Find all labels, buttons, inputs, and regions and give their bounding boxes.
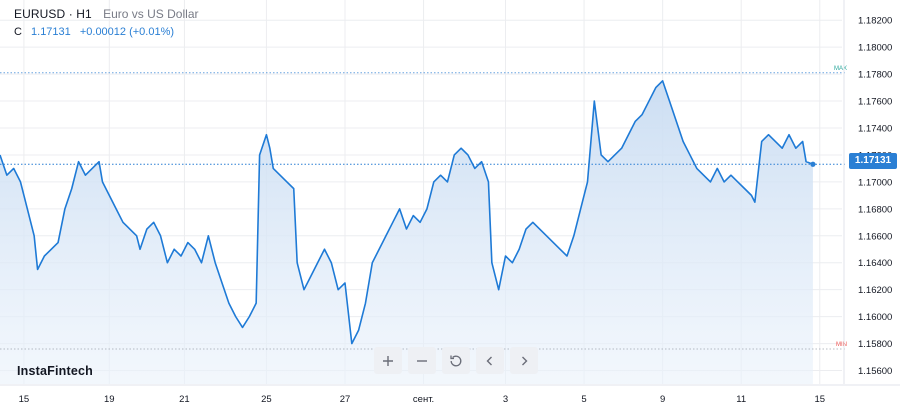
symbol-description: Euro vs US Dollar	[103, 7, 199, 21]
x-tick-label: 19	[104, 394, 115, 405]
scroll-right-button[interactable]	[510, 347, 538, 374]
zoom-in-button[interactable]	[374, 347, 402, 374]
max-label: MAX	[834, 66, 847, 72]
x-tick-label: 5	[581, 394, 586, 405]
change-value: +0.00012 (+0.01%)	[79, 26, 175, 38]
y-tick-label: 1.16600	[858, 231, 892, 242]
price-line-group	[0, 80, 814, 345]
x-tick-label: 27	[340, 394, 351, 405]
chart-toolbar	[374, 347, 538, 374]
last-price-dot	[810, 161, 816, 167]
x-tick-label: 15	[19, 394, 30, 405]
y-tick-label: 1.17800	[858, 70, 892, 81]
ohlc-legend: C 1.17131 +0.00012 (+0.01%)	[14, 26, 174, 38]
y-tick-label: 1.15600	[858, 366, 892, 377]
y-tick-label: 1.17000	[858, 177, 892, 188]
x-tick-label: сент.	[413, 394, 434, 405]
x-tick-label: 11	[736, 394, 746, 405]
x-tick-label: 21	[179, 394, 190, 405]
chart-header: EURUSD · H1 Euro vs US Dollar	[14, 7, 199, 21]
plus-icon	[383, 355, 393, 366]
price-axis[interactable]: 1.182001.180001.178001.176001.174001.172…	[843, 0, 892, 384]
y-tick-label: 1.18000	[858, 43, 892, 54]
chevron-right-icon	[522, 356, 528, 365]
y-tick-label: 1.17600	[858, 97, 892, 108]
reset-button[interactable]	[442, 347, 470, 374]
close-value: 1.17131	[31, 26, 71, 38]
series-line[interactable]	[0, 80, 814, 345]
zoom-out-button[interactable]	[408, 347, 436, 374]
chevron-left-icon	[486, 356, 492, 365]
y-tick-label: 1.16400	[858, 258, 892, 269]
min-label: MIN	[836, 342, 847, 348]
y-tick-label: 1.18200	[858, 16, 892, 27]
minus-icon	[417, 359, 427, 362]
close-label: C	[14, 26, 22, 38]
y-tick-label: 1.15800	[858, 339, 892, 350]
y-tick-label: 1.17400	[858, 124, 892, 135]
series-area	[0, 80, 813, 384]
x-tick-label: 9	[660, 394, 665, 405]
reset-icon	[450, 355, 462, 366]
symbol-label: EURUSD · H1	[14, 7, 92, 21]
x-tick-label: 3	[503, 394, 508, 405]
y-tick-label: 1.16000	[858, 312, 892, 323]
max-min-lines: MAX MIN	[0, 66, 847, 350]
scroll-left-button[interactable]	[476, 347, 504, 374]
y-tick-label: 1.16200	[858, 285, 892, 296]
y-tick-label: 1.16800	[858, 204, 892, 215]
last-price-tag: 1.17131	[849, 153, 897, 169]
price-area	[0, 80, 813, 384]
brand-logo: InstaFintech	[17, 364, 94, 378]
time-axis[interactable]: 15 19 21 25 27 сент. 3 5 9 11 15	[0, 384, 900, 405]
x-tick-label: 15	[814, 394, 825, 405]
x-tick-label: 25	[261, 394, 272, 405]
